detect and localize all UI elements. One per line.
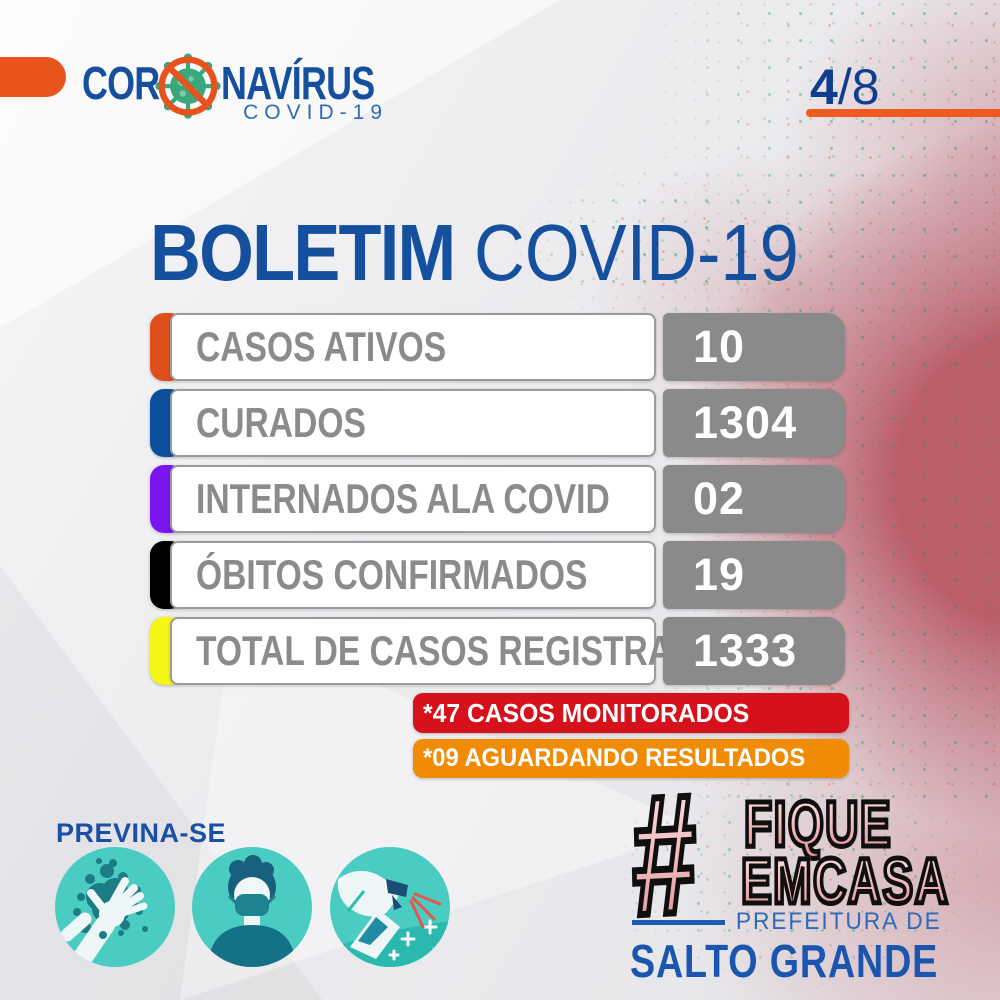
stat-label: CASOS ATIVOS	[196, 323, 447, 370]
date-month: 8	[851, 59, 880, 115]
stat-value: 10	[693, 321, 746, 372]
stat-label-box: ÓBITOS CONFIRMADOS	[170, 541, 656, 609]
org-label-row: PREFEITURA DE	[632, 908, 942, 936]
stat-value: 19	[693, 549, 746, 600]
stat-value: 1333	[693, 625, 798, 676]
org-label: PREFEITURA DE	[736, 908, 942, 935]
hand-washing-icon	[55, 847, 175, 967]
stat-value: 02	[693, 473, 746, 524]
speckle-texture-white	[0, 0, 200, 240]
logo-subtitle: COVID-19	[243, 101, 388, 124]
stat-label-box: TOTAL DE CASOS REGISTRADOS	[170, 617, 745, 685]
stat-label: CURADOS	[196, 399, 366, 446]
hashtag-word-emcasa: EMCASA	[739, 845, 950, 917]
logo-text-cor: COR	[82, 57, 160, 109]
stat-value-box: 10	[663, 313, 845, 381]
stat-label: TOTAL DE CASOS REGISTRADOS	[196, 627, 745, 674]
awaiting-results-banner: *09 AGUARDANDO RESULTADOS	[413, 739, 849, 778]
stat-label-box: CASOS ATIVOS	[170, 313, 656, 381]
date-day: 4	[810, 59, 838, 115]
stat-label-box: CURADOS	[170, 389, 656, 457]
page-title: BOLETIM COVID-19	[150, 213, 799, 293]
org-name: SALTO GRANDE	[630, 935, 939, 987]
stat-value-box: 19	[663, 541, 845, 609]
org-divider-dash	[632, 919, 726, 925]
stat-row-obitos: ÓBITOS CONFIRMADOS 19	[150, 541, 850, 609]
title-secondary: COVID-19	[474, 208, 799, 297]
prevention-title: PREVINA-SE	[56, 818, 227, 848]
virus-prohibited-icon	[155, 53, 221, 119]
stat-label: INTERNADOS ALA COVID	[196, 475, 610, 522]
hashtag-word-fique: FIQUE	[742, 788, 893, 860]
banner-text: *47 CASOS MONITORADOS	[423, 697, 750, 728]
stats-table: CASOS ATIVOS 10 CURADOS 1304 INTERNADOS …	[150, 313, 850, 693]
stat-label-box: INTERNADOS ALA COVID	[170, 465, 656, 533]
monitored-cases-banner: *47 CASOS MONITORADOS	[413, 693, 849, 733]
stat-label: ÓBITOS CONFIRMADOS	[196, 551, 588, 598]
face-mask-person-icon	[192, 847, 312, 967]
bulletin-date: 4/8	[810, 62, 880, 112]
stat-row-internados: INTERNADOS ALA COVID 02	[150, 465, 850, 533]
date-separator: /	[837, 59, 852, 115]
stat-row-casos-ativos: CASOS ATIVOS 10	[150, 313, 850, 381]
header-orange-pill	[0, 57, 66, 97]
title-main: BOLETIM	[150, 208, 456, 297]
stat-value-box: 1333	[663, 617, 845, 685]
stat-value-box: 02	[663, 465, 845, 533]
banner-text: *09 AGUARDANDO RESULTADOS	[423, 744, 806, 772]
logo-text-navirus: NAVÍRUS	[221, 57, 375, 109]
disinfectant-spray-icon	[330, 847, 450, 967]
stat-row-curados: CURADOS 1304	[150, 389, 850, 457]
stat-row-total: TOTAL DE CASOS REGISTRADOS 1333	[150, 617, 850, 685]
stat-value: 1304	[693, 397, 798, 448]
header-divider-line	[806, 109, 1000, 117]
stat-value-box: 1304	[663, 389, 845, 457]
